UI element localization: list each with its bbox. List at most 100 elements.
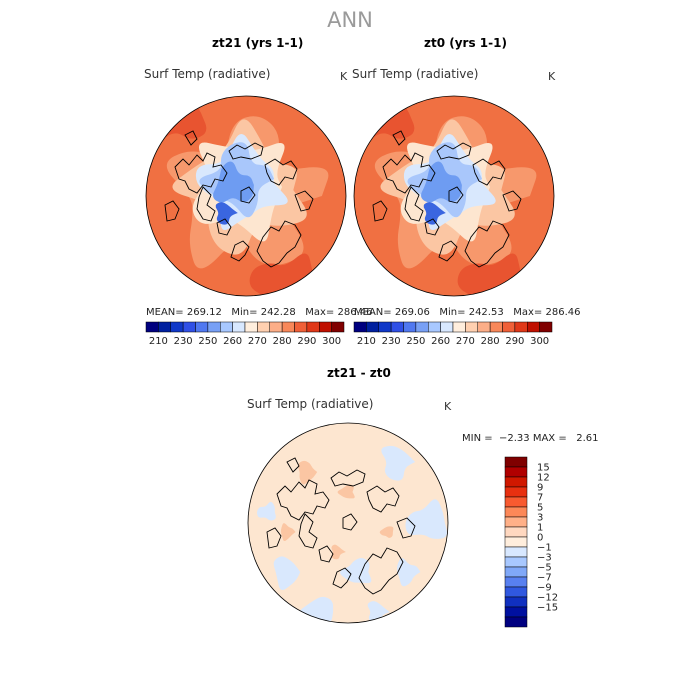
panel-1-coastline: [230, 240, 250, 262]
panel-2-mean: 269.06: [394, 307, 430, 318]
panel-2-min: 242.53: [468, 307, 504, 318]
difference-colorbar-swatch: [504, 556, 528, 568]
difference-colorbar-tick-label: −15: [537, 603, 558, 614]
difference-coastline: [358, 547, 404, 595]
panel-1-coastline: [196, 186, 216, 222]
figure-title: ANN: [327, 8, 373, 32]
panel-1-colorbar-swatch: [220, 321, 233, 333]
panel-1-band-deep-blue: [215, 202, 238, 225]
panel-1-colorbar-swatch: [269, 321, 283, 333]
difference-colorbar-tick-label: 7: [537, 493, 543, 504]
panel-2-colorbar-swatch: [465, 321, 478, 333]
panel-2-polar-map: [353, 95, 555, 297]
difference-units: K: [444, 400, 452, 413]
panel-2-colorbar-tick-label: 250: [406, 336, 425, 347]
panel-1-coastline: [164, 200, 180, 222]
difference-colorbar-tick-label: −5: [537, 563, 552, 574]
panel-1-colorbar-swatch: [294, 321, 308, 333]
panel-2-coastline: [448, 186, 464, 204]
difference-colorbar-tick-label: 12: [537, 473, 550, 484]
panel-1-coastline: [294, 190, 314, 212]
panel-2-coastline: [436, 142, 472, 160]
difference-colorbar-swatch: [504, 516, 528, 528]
difference-warm-anomaly: [298, 460, 318, 485]
difference-cool-anomaly: [273, 556, 301, 590]
panel-2-colorbar-tick-label: 270: [456, 336, 475, 347]
panel-2-colorbar-tick-label: 260: [431, 336, 450, 347]
panel-2-coastline: [404, 186, 424, 222]
difference-coastline: [276, 479, 330, 521]
difference-colorbar-tick-label: −3: [537, 553, 552, 564]
difference-colorbar-swatch: [504, 566, 528, 578]
panel-2-colorbar-swatch: [514, 321, 528, 333]
difference-colorbar-swatch: [504, 456, 528, 468]
panel-1-band-blue: [213, 161, 254, 203]
difference-colorbar-tick-label: 9: [537, 483, 543, 494]
panel-1-map-layers: [146, 96, 346, 296]
panel-2-map-border: [353, 95, 555, 297]
panel-2-coastline: [372, 200, 388, 222]
difference-min-label: MIN =: [462, 433, 493, 444]
difference-colorbar-tick-label: 1: [537, 523, 543, 534]
difference-colorbar-tick-label: 15: [537, 463, 550, 474]
difference-colorbar-swatch: [504, 536, 528, 548]
panel-1-colorbar-swatch: [170, 321, 184, 333]
difference-colorbar-swatch: [504, 466, 528, 478]
panel-1-colorbar-swatch: [195, 321, 209, 333]
panel-2-colorbar-swatch: [366, 321, 379, 333]
panel-2-coastline: [392, 130, 406, 146]
panel-1-colorbar-tick-label: 260: [223, 336, 242, 347]
difference-colorbar-tick-label: 3: [537, 513, 543, 524]
panel-1-colorbar-swatch: [232, 321, 246, 333]
difference-colorbar-swatch: [504, 596, 528, 608]
difference-colorbar-tick-label: −12: [537, 593, 558, 604]
difference-polar-map: [247, 422, 449, 624]
panel-2-hot-region-nw: [354, 96, 415, 141]
difference-colorbar-tick-label: −7: [537, 573, 552, 584]
difference-cool-anomaly: [367, 601, 390, 623]
difference-min: −2.33: [498, 433, 530, 444]
difference-cool-anomaly: [381, 445, 416, 481]
panel-2-title: zt0 (yrs 1-1): [424, 36, 507, 50]
difference-cool-anomaly: [257, 501, 276, 521]
panel-2-colorbar-tick-label: 300: [530, 336, 549, 347]
difference-map-layers: [248, 423, 448, 623]
panel-1-coastline: [228, 142, 264, 160]
difference-warm-anomaly: [337, 484, 355, 499]
difference-colorbar-swatch: [504, 616, 528, 628]
panel-2-colorbar-swatch: [353, 321, 367, 333]
difference-colorbar-swatch: [504, 486, 528, 498]
panel-2-coastline: [382, 152, 436, 194]
difference-coastline: [266, 527, 282, 549]
difference-coastline: [318, 545, 334, 563]
panel-1-min: 242.28: [260, 307, 296, 318]
panel-2-colorbar-swatch: [403, 321, 417, 333]
panel-2-coastline: [438, 240, 458, 262]
difference-coastline: [396, 517, 416, 539]
panel-2-map-layers: [354, 96, 554, 296]
panel-1-coastline: [264, 158, 298, 186]
panel-1-map-border: [145, 95, 347, 297]
panel-2-colorbar-swatch: [477, 321, 491, 333]
difference-colorbar-tick-label: −1: [537, 543, 552, 554]
panel-2-max-label: Max=: [513, 307, 543, 318]
difference-colorbar-swatch: [504, 496, 528, 508]
difference-cool-anomaly: [340, 558, 372, 584]
difference-stats: MIN = −2.33 MAX = 2.61: [462, 433, 599, 444]
panel-1-colorbar-swatch: [319, 321, 332, 333]
difference-colorbar-swatch: [504, 546, 528, 558]
difference-colorbar-swatch: [504, 526, 528, 538]
panel-1-colorbar-swatch: [331, 321, 345, 333]
panel-2-colorbar: 210 230 250 260 270 280 290 300: [353, 321, 553, 347]
difference-coastline: [286, 457, 300, 473]
panel-1-polar-map: [145, 95, 347, 297]
panel-1-colorbar-swatch: [182, 321, 196, 333]
difference-variable: Surf Temp (radiative): [247, 397, 374, 411]
difference-cool-anomaly: [405, 499, 447, 539]
difference-colorbar-tick-label: −9: [537, 583, 552, 594]
panel-1-coastline: [240, 186, 256, 204]
difference-coastline: [298, 513, 318, 549]
panel-1-colorbar-swatch: [145, 321, 159, 333]
panel-1-coastline: [256, 220, 302, 268]
panel-1-colorbar-swatch: [207, 321, 221, 333]
